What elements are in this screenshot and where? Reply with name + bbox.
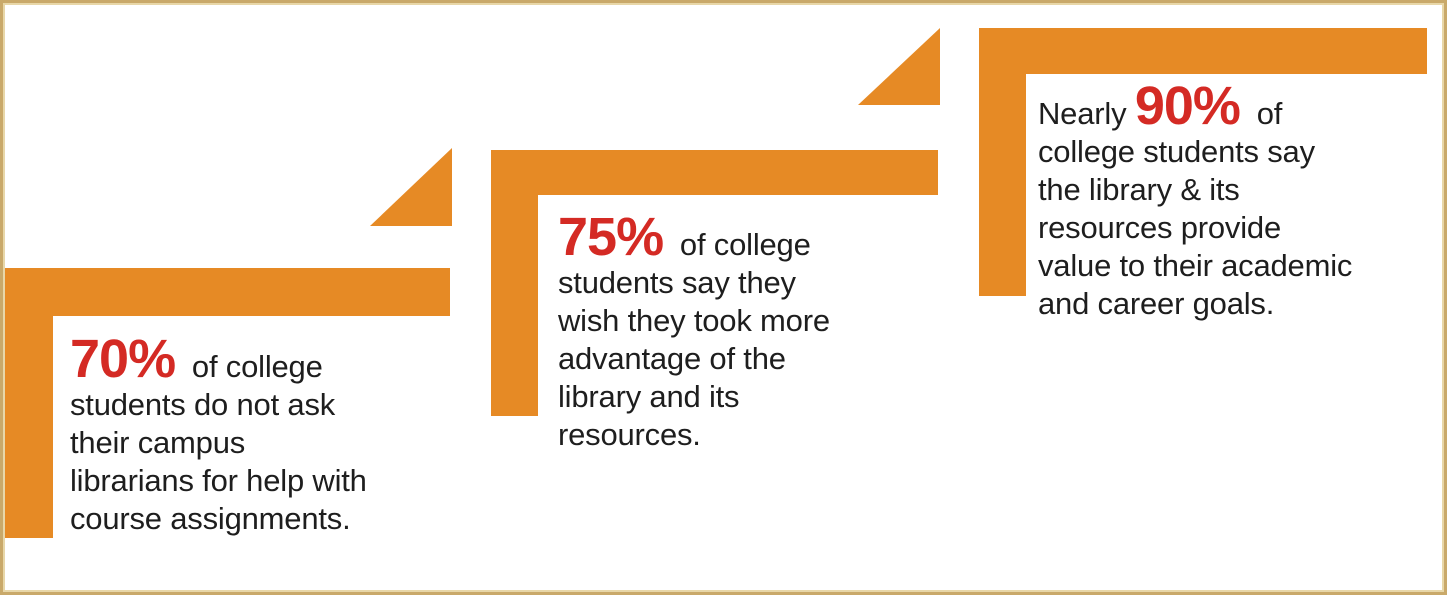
stat-percent-3: 90% — [1134, 76, 1241, 136]
stat-line: students do not ask — [70, 387, 336, 422]
stat-line: librarians for help with — [70, 463, 367, 498]
stat-line: wish they took more — [558, 303, 830, 338]
step-arrow-tip-1 — [370, 148, 452, 226]
stat-line: the library & its — [1038, 172, 1240, 207]
stat-line: course assignments. — [70, 501, 351, 536]
stat-line: college students say — [1038, 134, 1315, 169]
step-bracket-1 — [5, 268, 450, 538]
step-bracket-2 — [491, 150, 938, 416]
stat-line: of — [1256, 96, 1283, 131]
stat-block-2: 75% of college students say they wish th… — [558, 210, 938, 454]
stat-block-3: Nearly 90% of college students say the l… — [1038, 79, 1428, 323]
stat-line: resources. — [558, 417, 701, 452]
stat-line: their campus — [70, 425, 246, 460]
stat-percent-2: 75% — [558, 207, 664, 267]
stat-line: advantage of the — [558, 341, 786, 376]
step-bracket-3 — [979, 28, 1427, 296]
stat-line: of college — [679, 227, 811, 262]
stat-line: library and its — [558, 379, 740, 414]
stat-line: students say they — [558, 265, 796, 300]
stat-line: and career goals. — [1038, 286, 1275, 321]
step-arrow-tip-2 — [858, 28, 940, 105]
stat-line: of college — [191, 349, 323, 384]
stat-line: resources provide — [1038, 210, 1281, 245]
stat-block-1: 70% of college students do not ask their… — [70, 332, 450, 538]
stat-prefix-3: Nearly — [1038, 96, 1127, 131]
stat-line: value to their academic — [1038, 248, 1353, 283]
stat-percent-1: 70% — [70, 329, 176, 389]
